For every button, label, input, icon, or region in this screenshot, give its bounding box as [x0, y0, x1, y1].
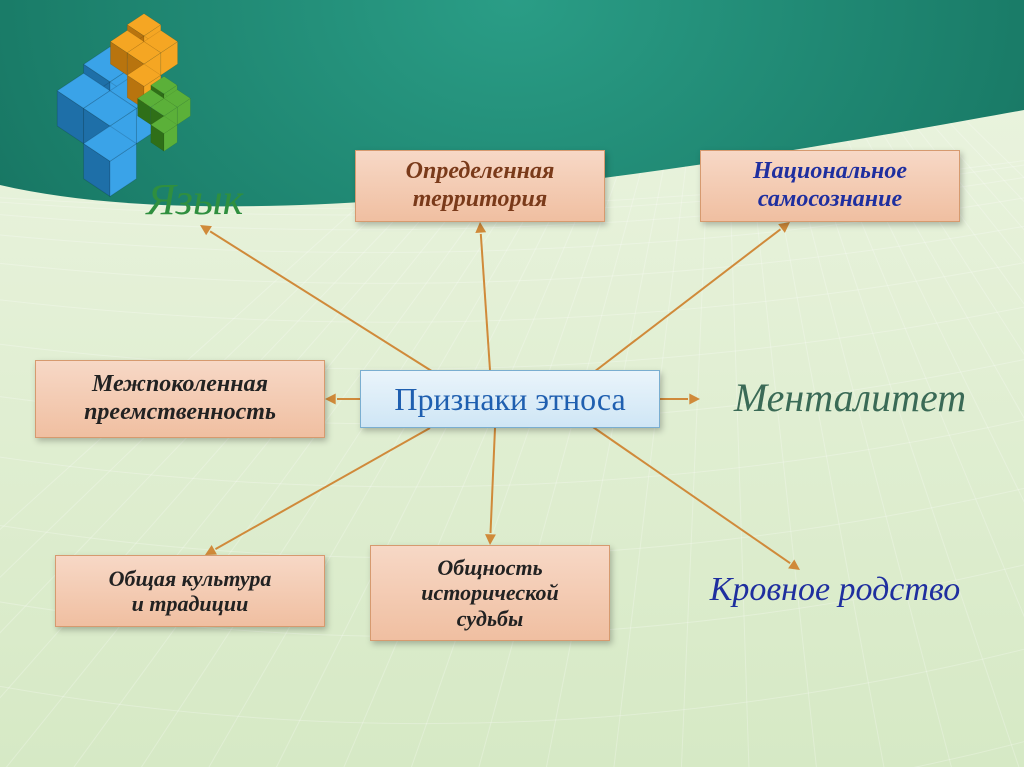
node-blood: Кровное родство [660, 565, 1010, 615]
node-lang: Язык [120, 170, 270, 230]
node-culture: Общая культура и традиции [55, 555, 325, 627]
node-history: Общность исторической судьбы [370, 545, 610, 641]
diagram-stage: Признаки этноса Язык Определенная территор… [0, 0, 1024, 767]
node-mentality: Менталитет [700, 368, 1000, 428]
decor-cube-icon [120, 72, 208, 160]
center-node: Признаки этноса [360, 370, 660, 428]
node-national_id: Национальное самосознание [700, 150, 960, 222]
node-intergen: Межпоколенная преемственность [35, 360, 325, 438]
node-territory: Определенная территория [355, 150, 605, 222]
